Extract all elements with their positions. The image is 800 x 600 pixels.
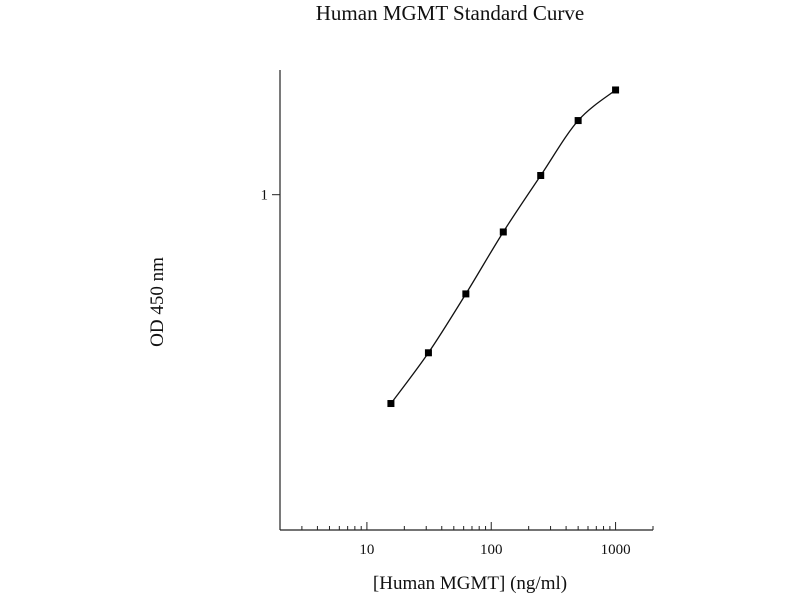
- x-axis-label: [Human MGMT] (ng/ml): [373, 573, 567, 594]
- data-point: [574, 117, 582, 125]
- data-point: [537, 172, 545, 180]
- axes: [279, 70, 653, 531]
- data-point: [387, 400, 395, 408]
- chart-title: Human MGMT Standard Curve: [316, 1, 585, 25]
- y-axis-label: OD 450 nm: [147, 257, 168, 347]
- x-tick-label: 10: [359, 542, 374, 558]
- x-tick-label: 1000: [601, 542, 631, 558]
- data-point: [424, 349, 432, 357]
- fit-curve: [390, 89, 616, 404]
- x-tick-label: 100: [480, 542, 503, 558]
- data-point: [499, 228, 507, 236]
- ticks: [272, 194, 654, 530]
- tick-labels: 10 100 1000 1: [261, 188, 631, 558]
- data-point: [462, 290, 470, 298]
- data-point: [612, 86, 620, 94]
- y-tick-label: 1: [261, 188, 269, 204]
- data-points: [387, 86, 620, 408]
